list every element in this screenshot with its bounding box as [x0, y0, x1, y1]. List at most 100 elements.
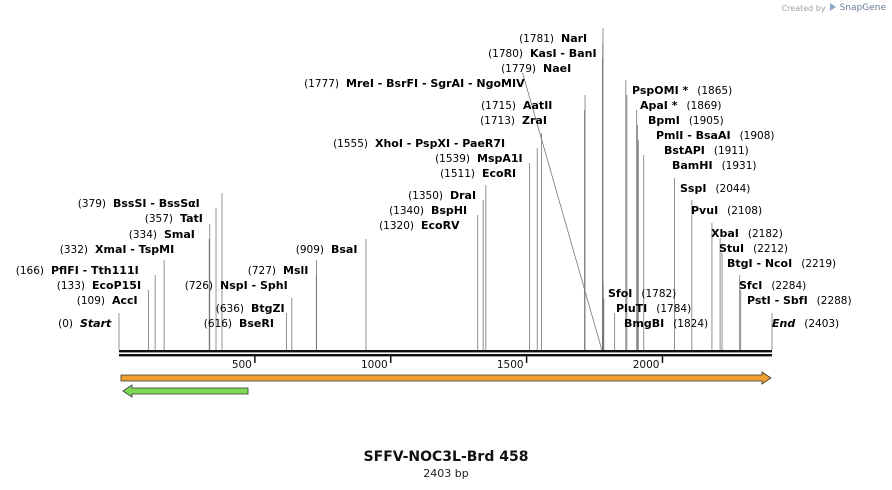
site-label[interactable]: NspI - SphI (726): [185, 279, 288, 292]
site-name: BsaI: [331, 243, 357, 256]
site-label[interactable]: BtgZI (636): [216, 302, 285, 315]
site-label[interactable]: PluTI (1784): [616, 302, 691, 315]
site-name: Start: [80, 317, 112, 330]
feature-green-arrow[interactable]: [122, 384, 249, 398]
site-label[interactable]: MreI - BsrFI - SgrAI - NgoMIV (1777): [304, 77, 525, 90]
site-label[interactable]: NaeI (1779): [501, 62, 571, 75]
site-name: End: [772, 317, 795, 330]
site-label[interactable]: XmaI - TspMI (332): [60, 243, 174, 256]
site-name: StuI: [719, 242, 744, 255]
site-label[interactable]: PmlI - BsaAI (1908): [656, 129, 775, 142]
site-position: (1782): [641, 288, 676, 300]
site-label[interactable]: ZraI (1713): [480, 114, 547, 127]
site-label[interactable]: XbaI (2182): [711, 227, 783, 240]
site-position: (1713): [480, 115, 515, 127]
site-label[interactable]: BmgBI (1824): [624, 317, 708, 330]
site-name: KasI - BanI: [530, 47, 597, 60]
site-position: (0): [58, 318, 73, 330]
site-label[interactable]: PflFI - Tth111I (166): [16, 264, 139, 277]
site-position: (2219): [801, 258, 836, 270]
site-label[interactable]: NarI (1781): [519, 32, 587, 45]
site-label[interactable]: BstAPI (1911): [664, 144, 749, 157]
site-label[interactable]: End (2403): [772, 317, 839, 330]
site-name: PflFI - Tth111I: [51, 264, 139, 277]
site-label[interactable]: PstI - SbfI (2288): [747, 294, 852, 307]
leader-lines: [118, 28, 773, 351]
site-label[interactable]: Start (0): [58, 317, 112, 330]
site-label[interactable]: ApaI * (1869): [640, 99, 721, 112]
site-name: BmgBI: [624, 317, 664, 330]
site-position: (2182): [748, 228, 783, 240]
site-label[interactable]: PspOMI * (1865): [632, 84, 732, 97]
site-position: (1781): [519, 33, 554, 45]
site-label[interactable]: MslI (727): [248, 264, 309, 277]
site-name: SfcI: [739, 279, 762, 292]
site-name: BtgI - NcoI: [727, 257, 792, 270]
site-label[interactable]: PvuI (2108): [691, 204, 762, 217]
site-position: (332): [60, 244, 88, 256]
site-label[interactable]: DraI (1350): [408, 189, 476, 202]
site-position: (1931): [722, 160, 757, 172]
site-position: (1784): [656, 303, 691, 315]
site-label[interactable]: BsaI (909): [296, 243, 358, 256]
site-name: SfoI: [608, 287, 632, 300]
site-name: EcoRV: [421, 219, 460, 232]
site-position: (726): [185, 280, 213, 292]
site-label[interactable]: SmaI (334): [129, 228, 195, 241]
site-label[interactable]: BseRI (616): [204, 317, 274, 330]
site-label[interactable]: SfoI (1782): [608, 287, 676, 300]
site-label[interactable]: BtgI - NcoI (2219): [727, 257, 836, 270]
site-position: (1320): [379, 220, 414, 232]
site-label[interactable]: XhoI - PspXI - PaeR7I (1555): [333, 137, 505, 150]
backbone-top-line: [119, 350, 772, 353]
site-name: DraI: [450, 189, 476, 202]
site-name: PstI - SbfI: [747, 294, 808, 307]
backbone-bottom-line: [119, 354, 772, 357]
feature-orange-arrow[interactable]: [120, 371, 772, 385]
site-position: (357): [145, 213, 173, 225]
site-position: (1539): [435, 153, 470, 165]
site-name: NaeI: [543, 62, 571, 75]
site-position: (1824): [673, 318, 708, 330]
site-label[interactable]: EcoRV (1320): [379, 219, 460, 232]
site-name: PvuI: [691, 204, 718, 217]
site-label[interactable]: BspHI (1340): [389, 204, 467, 217]
site-label[interactable]: AatII (1715): [481, 99, 552, 112]
site-name: BspHI: [431, 204, 467, 217]
site-name: BtgZI: [251, 302, 285, 315]
plasmid-length: 2403 bp: [423, 467, 469, 480]
site-label[interactable]: BpmI (1905): [648, 114, 724, 127]
site-labels: Start (0) AccI (109) EcoP15I (133) PflFI - Tth…: [16, 32, 852, 330]
site-position: (2108): [727, 205, 762, 217]
site-position: (334): [129, 229, 157, 241]
site-label[interactable]: BssSI - BssSαI (379): [78, 197, 200, 210]
site-label[interactable]: SfcI (2284): [739, 279, 806, 292]
site-label[interactable]: SspI (2044): [680, 182, 750, 195]
site-position: (1869): [687, 100, 722, 112]
site-label[interactable]: MspA1I (1539): [435, 152, 523, 165]
site-name: XmaI - TspMI: [95, 243, 174, 256]
site-label[interactable]: KasI - BanI (1780): [488, 47, 596, 60]
site-name: XbaI: [711, 227, 739, 240]
site-name: MreI - BsrFI - SgrAI - NgoMIV: [346, 77, 525, 90]
site-label[interactable]: EcoRI (1511): [440, 167, 516, 180]
site-label[interactable]: StuI (2212): [719, 242, 788, 255]
site-name: AatII: [523, 99, 552, 112]
scale-tick-label: 1000: [361, 359, 388, 371]
site-position: (1865): [697, 85, 732, 97]
site-position: (1715): [481, 100, 516, 112]
site-label[interactable]: TatI (357): [145, 212, 203, 225]
site-position: (2288): [817, 295, 852, 307]
site-name: AccI: [112, 294, 138, 307]
site-position: (109): [77, 295, 105, 307]
sequence-backbone: [119, 350, 772, 357]
site-name: PluTI: [616, 302, 647, 315]
site-name: PspOMI *: [632, 84, 689, 97]
site-label[interactable]: EcoP15I (133): [57, 279, 141, 292]
site-label[interactable]: BamHI (1931): [672, 159, 757, 172]
site-position: (166): [16, 265, 44, 277]
site-label[interactable]: AccI (109): [77, 294, 138, 307]
site-position: (636): [216, 303, 244, 315]
site-position: (1905): [689, 115, 724, 127]
site-position: (133): [57, 280, 85, 292]
